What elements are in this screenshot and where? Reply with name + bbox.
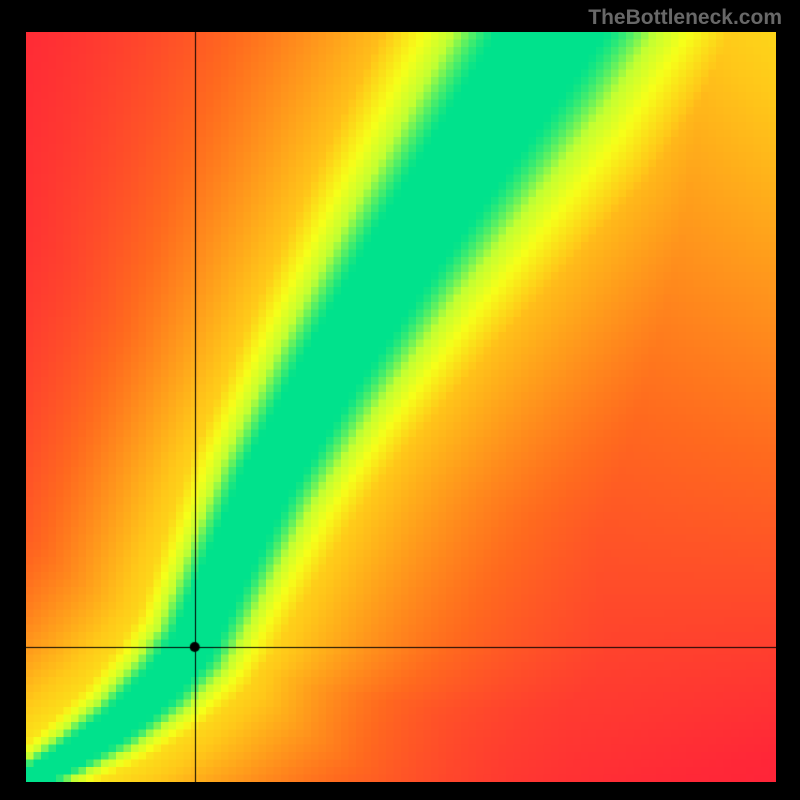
crosshair-overlay — [26, 32, 776, 782]
watermark-text: TheBottleneck.com — [588, 6, 782, 30]
